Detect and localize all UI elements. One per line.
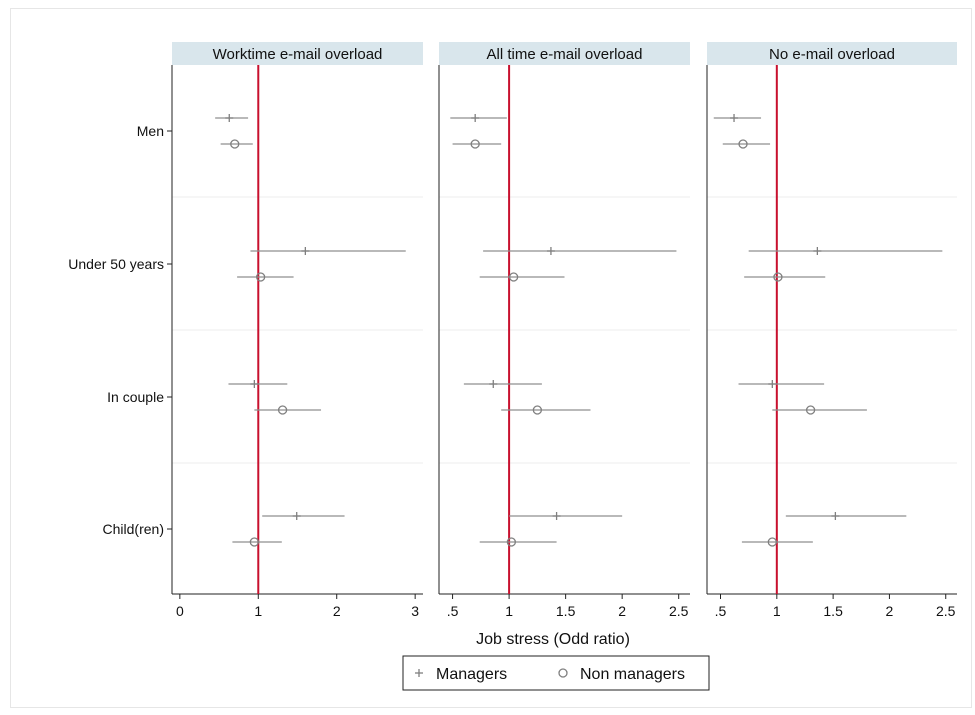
point-marker <box>225 114 234 122</box>
point-marker <box>250 380 259 388</box>
x-tick-label: 2 <box>333 603 341 619</box>
point-marker <box>489 380 498 388</box>
point-marker <box>532 405 543 415</box>
panel-title: No e-mail overload <box>769 46 895 63</box>
panel-strip <box>439 42 690 65</box>
x-tick-label: 1.5 <box>556 603 576 619</box>
point-marker <box>277 405 288 415</box>
y-tick-label: In couple <box>107 389 164 405</box>
legend-marker-managers <box>415 669 423 677</box>
point-marker <box>805 405 816 415</box>
y-tick-label: Under 50 years <box>68 256 164 272</box>
point-marker <box>255 272 266 282</box>
panel-strip <box>707 42 957 65</box>
x-tick-label: 1.5 <box>823 603 843 619</box>
x-tick-label: 1 <box>505 603 513 619</box>
x-tick-label: 1 <box>254 603 262 619</box>
panel-3: No e-mail overload .5 1 1.5 2 2.5 <box>706 42 957 619</box>
point-marker <box>768 380 777 388</box>
point-marker <box>249 537 260 547</box>
point-marker <box>773 272 783 282</box>
panel-1: Worktime e-mail overload 0 1 2 3 Men Under 50 … <box>68 42 423 619</box>
point-marker <box>767 537 777 547</box>
x-tick-label: 2 <box>886 603 894 619</box>
point-marker <box>301 247 310 255</box>
point-marker <box>813 247 822 255</box>
x-tick-label: 2.5 <box>669 603 689 619</box>
x-tick-label: 2 <box>618 603 626 619</box>
legend-marker-non-managers <box>558 668 568 678</box>
point-marker <box>831 512 840 520</box>
x-tick-label: 0 <box>176 603 184 619</box>
legend-box <box>402 655 710 691</box>
x-tick-label: 3 <box>411 603 419 619</box>
legend-label-non-managers: Non managers <box>580 666 685 683</box>
point-marker <box>506 537 517 547</box>
point-marker <box>738 139 748 149</box>
panel-title: Worktime e-mail overload <box>213 46 383 63</box>
panel-title: All time e-mail overload <box>487 46 643 63</box>
x-tick-label: 1 <box>773 603 781 619</box>
point-marker <box>470 139 480 149</box>
y-tick-label: Child(ren) <box>103 521 164 537</box>
x-tick-label: .5 <box>715 603 727 619</box>
legend-label-managers: Managers <box>436 666 507 683</box>
x-tick-label: 2.5 <box>936 603 956 619</box>
x-axis-label: Job stress (Odd ratio) <box>476 631 630 648</box>
legend: Managers Non managers <box>402 655 710 691</box>
point-marker <box>292 512 301 520</box>
point-marker <box>552 512 561 520</box>
point-marker <box>730 114 739 122</box>
x-tick-label: .5 <box>447 603 459 619</box>
point-marker <box>546 247 555 255</box>
point-marker <box>508 272 519 282</box>
panel-strip <box>172 42 423 65</box>
y-tick-label: Men <box>137 123 164 139</box>
point-marker <box>230 139 240 149</box>
panel-2: All time e-mail overload .5 1 1.5 2 2.5 <box>438 42 690 619</box>
point-marker <box>471 114 480 122</box>
chart-frame <box>10 8 972 708</box>
